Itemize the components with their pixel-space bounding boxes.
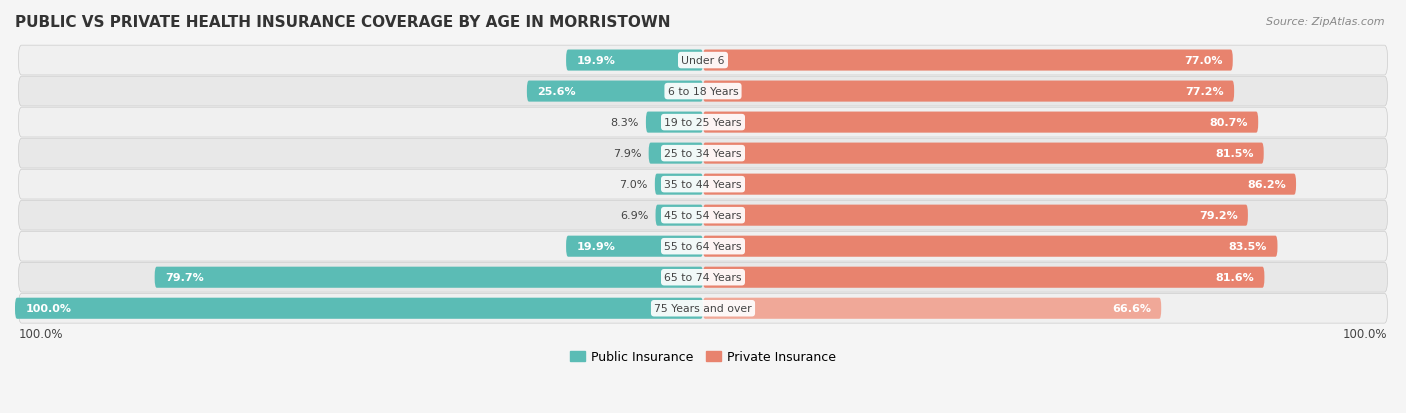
Text: 7.9%: 7.9% [613,149,641,159]
FancyBboxPatch shape [703,143,1264,164]
Text: 66.6%: 66.6% [1112,304,1152,313]
FancyBboxPatch shape [155,267,703,288]
FancyBboxPatch shape [703,174,1296,195]
FancyBboxPatch shape [703,81,1234,102]
Text: 6 to 18 Years: 6 to 18 Years [668,87,738,97]
FancyBboxPatch shape [18,263,1388,292]
Text: 77.2%: 77.2% [1185,87,1223,97]
Text: 79.7%: 79.7% [165,273,204,282]
FancyBboxPatch shape [18,108,1388,138]
FancyBboxPatch shape [655,174,703,195]
FancyBboxPatch shape [18,294,1388,323]
Text: 25.6%: 25.6% [537,87,576,97]
Text: 19 to 25 Years: 19 to 25 Years [664,118,742,128]
FancyBboxPatch shape [527,81,703,102]
FancyBboxPatch shape [703,50,1233,71]
FancyBboxPatch shape [18,77,1388,107]
FancyBboxPatch shape [18,139,1388,169]
Text: 100.0%: 100.0% [25,304,72,313]
Text: 77.0%: 77.0% [1184,56,1222,66]
Text: 81.5%: 81.5% [1215,149,1253,159]
FancyBboxPatch shape [18,46,1388,76]
Text: 81.6%: 81.6% [1215,273,1254,282]
FancyBboxPatch shape [703,267,1264,288]
FancyBboxPatch shape [567,236,703,257]
FancyBboxPatch shape [703,236,1278,257]
Text: 25 to 34 Years: 25 to 34 Years [664,149,742,159]
Text: 86.2%: 86.2% [1247,180,1285,190]
Text: 19.9%: 19.9% [576,242,616,252]
Text: 7.0%: 7.0% [620,180,648,190]
FancyBboxPatch shape [648,143,703,164]
Text: 35 to 44 Years: 35 to 44 Years [664,180,742,190]
FancyBboxPatch shape [645,112,703,133]
FancyBboxPatch shape [567,50,703,71]
Text: 100.0%: 100.0% [1343,327,1388,340]
Text: Source: ZipAtlas.com: Source: ZipAtlas.com [1267,17,1385,26]
Text: 55 to 64 Years: 55 to 64 Years [664,242,742,252]
FancyBboxPatch shape [18,232,1388,261]
FancyBboxPatch shape [15,298,703,319]
Text: 45 to 54 Years: 45 to 54 Years [664,211,742,221]
FancyBboxPatch shape [18,201,1388,230]
Text: 100.0%: 100.0% [18,327,63,340]
Text: 19.9%: 19.9% [576,56,616,66]
Text: 83.5%: 83.5% [1229,242,1267,252]
Text: PUBLIC VS PRIVATE HEALTH INSURANCE COVERAGE BY AGE IN MORRISTOWN: PUBLIC VS PRIVATE HEALTH INSURANCE COVER… [15,15,671,30]
Text: 65 to 74 Years: 65 to 74 Years [664,273,742,282]
Legend: Public Insurance, Private Insurance: Public Insurance, Private Insurance [565,346,841,368]
Text: 8.3%: 8.3% [610,118,638,128]
FancyBboxPatch shape [703,112,1258,133]
FancyBboxPatch shape [655,205,703,226]
Text: 75 Years and over: 75 Years and over [654,304,752,313]
FancyBboxPatch shape [703,205,1249,226]
Text: 6.9%: 6.9% [620,211,648,221]
Text: 79.2%: 79.2% [1199,211,1237,221]
FancyBboxPatch shape [18,170,1388,199]
Text: 80.7%: 80.7% [1209,118,1249,128]
Text: Under 6: Under 6 [682,56,724,66]
FancyBboxPatch shape [703,298,1161,319]
